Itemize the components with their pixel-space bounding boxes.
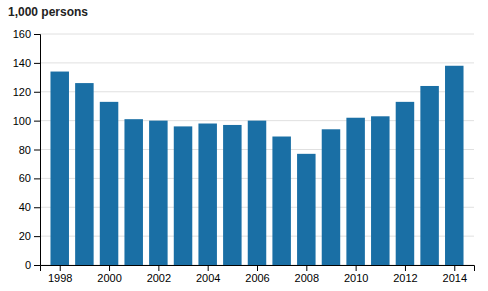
y-tick-label: 20 <box>19 230 31 242</box>
x-tick-label: 2006 <box>245 272 269 284</box>
bar <box>322 129 340 265</box>
x-axis: 1998 2000 2002 2004 2006 2008 2010 2012 2014 <box>41 265 475 284</box>
y-tick: 100 <box>13 115 40 127</box>
x-tick-label: 1998 <box>48 272 72 284</box>
x-tick: 2000 <box>97 265 121 284</box>
x-tick-mark <box>257 265 258 271</box>
y-tick-mark <box>34 34 40 35</box>
y-tick-label: 120 <box>13 86 31 98</box>
y-tick-label: 140 <box>13 57 31 69</box>
y-axis-line <box>34 35 41 266</box>
plot-area: 1998 2000 2002 2004 2006 2008 2010 2012 2014 0 20 4… <box>13 28 475 284</box>
y-tick: 160 <box>13 28 40 40</box>
grid-line <box>40 62 474 63</box>
y-tick-label: 160 <box>13 28 31 40</box>
x-tick: 2002 <box>147 265 171 284</box>
y-tick: 20 <box>19 230 40 242</box>
grid-line <box>40 91 474 92</box>
chart-container: 1998 2000 2002 2004 2006 2008 2010 2012 2014 0 20 4… <box>0 0 488 291</box>
grid <box>40 34 474 265</box>
y-tick-mark <box>34 92 40 93</box>
x-tick-mark <box>60 265 61 271</box>
y-tick: 60 <box>19 172 40 184</box>
y-tick-mark <box>34 63 40 64</box>
y-tick-mark <box>34 265 40 266</box>
y-tick: 120 <box>13 86 40 98</box>
x-tick: 2010 <box>344 265 368 284</box>
bar <box>346 118 364 265</box>
x-tick-mark <box>306 265 307 271</box>
bar <box>223 125 241 265</box>
x-tick: 2012 <box>393 265 417 284</box>
x-tick-mark <box>109 265 110 271</box>
x-tick-mark <box>208 265 209 271</box>
y-tick-label: 40 <box>19 201 31 213</box>
bar <box>198 124 216 265</box>
y-tick: 80 <box>19 144 40 156</box>
x-tick-label: 2002 <box>147 272 171 284</box>
x-tick-label: 2004 <box>196 272 220 284</box>
bar <box>100 102 118 265</box>
bar <box>50 72 68 265</box>
x-tick-mark <box>158 265 159 271</box>
bar <box>396 102 414 265</box>
bar <box>272 137 290 265</box>
y-tick-label: 0 <box>25 259 31 271</box>
bar <box>420 86 438 265</box>
x-tick: 2004 <box>196 265 220 284</box>
y-tick-mark <box>34 178 40 179</box>
y-tick-mark <box>34 207 40 208</box>
y-tick-label: 60 <box>19 172 31 184</box>
bars <box>50 66 463 265</box>
y-tick-mark <box>34 121 40 122</box>
bar <box>445 66 463 265</box>
chart-svg: 1998 2000 2002 2004 2006 2008 2010 2012 2014 0 20 4… <box>0 0 488 291</box>
y-tick-mark <box>34 236 40 237</box>
bar <box>371 116 389 265</box>
x-tick-mark <box>356 265 357 271</box>
x-tick-label: 2000 <box>97 272 121 284</box>
x-tick: 2014 <box>443 265 467 284</box>
y-tick-mark <box>34 150 40 151</box>
y-tick: 140 <box>13 57 40 69</box>
y-axis: 0 20 40 60 80 100 120 140 160 <box>13 28 41 271</box>
x-tick: 2008 <box>295 265 319 284</box>
bar <box>248 121 266 265</box>
bar <box>174 126 192 265</box>
y-axis-label: 1,000 persons <box>8 5 88 19</box>
x-tick-label: 2008 <box>295 272 319 284</box>
x-tick: 1998 <box>48 265 72 284</box>
bar <box>124 119 142 265</box>
y-tick: 40 <box>19 201 40 213</box>
x-tick-mark <box>454 265 455 271</box>
x-axis-line <box>41 266 475 272</box>
grid-line <box>40 34 474 35</box>
y-tick-label: 100 <box>13 115 31 127</box>
y-tick-label: 80 <box>19 144 31 156</box>
bar <box>75 83 93 265</box>
x-tick: 2006 <box>245 265 269 284</box>
x-tick-mark <box>405 265 406 271</box>
bar <box>149 121 167 265</box>
x-tick-label: 2012 <box>393 272 417 284</box>
x-tick-label: 2010 <box>344 272 368 284</box>
bar <box>297 154 315 265</box>
y-tick: 0 <box>25 259 40 271</box>
x-tick-label: 2014 <box>443 272 467 284</box>
